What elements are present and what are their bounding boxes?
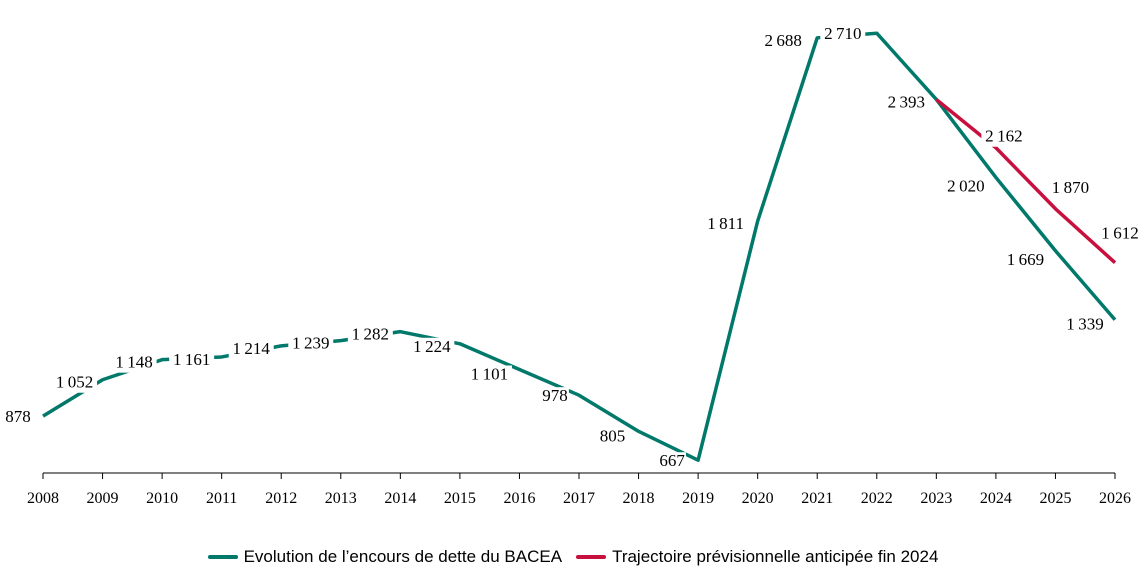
data-label-bg — [4, 408, 32, 428]
data-label-bg — [52, 373, 98, 393]
data-label: 1 161 — [173, 350, 210, 369]
x-tick-label: 2020 — [742, 490, 774, 507]
x-tick-label: 2017 — [563, 490, 595, 507]
data-label: 805 — [600, 426, 626, 445]
data-label-bg — [1047, 178, 1093, 198]
x-tick-label: 2009 — [87, 490, 119, 507]
data-label: 978 — [542, 386, 568, 405]
series-line-0 — [42, 31, 1117, 462]
data-label: 2 688 — [765, 31, 802, 50]
data-label-bg — [228, 339, 274, 359]
data-label: 1 052 — [56, 373, 93, 392]
data-label-bg — [598, 427, 627, 447]
data-label: 1 214 — [233, 339, 271, 358]
data-label: 878 — [5, 407, 31, 426]
data-label-bg — [703, 215, 749, 235]
x-tick-label: 2013 — [325, 490, 357, 507]
data-label-bg — [1002, 250, 1048, 270]
data-label-bg — [760, 31, 806, 51]
x-tick-label: 2018 — [623, 490, 655, 507]
data-label: 1 339 — [1066, 315, 1103, 334]
x-tick-label: 2019 — [682, 490, 714, 507]
data-label: 1 148 — [115, 353, 152, 372]
x-tick-label: 2015 — [444, 490, 476, 507]
data-label-bg — [1062, 315, 1108, 335]
x-axis: 2008 2009 2010 2011 2012 2013 2014 2015 2016 2017… — [27, 472, 1131, 507]
data-label-bg — [981, 127, 1027, 147]
legend-item-teal: Evolution de l’encours de dette du BACEA — [207, 547, 563, 567]
data-label: 1 224 — [413, 337, 451, 356]
data-label-bg — [943, 177, 989, 197]
x-tick-label: 2022 — [861, 490, 893, 507]
legend-item-red: Trajectoire prévisionnelle anticipée fin… — [576, 547, 938, 567]
data-label: 2 710 — [824, 24, 861, 43]
data-label-bg — [347, 325, 393, 345]
data-label: 2 162 — [985, 127, 1022, 146]
data-label: 1 612 — [1101, 224, 1138, 243]
data-label: 1 811 — [707, 214, 744, 233]
data-label-bg — [1097, 224, 1143, 244]
legend-swatch-teal — [207, 555, 238, 559]
x-tick-label: 2025 — [1039, 490, 1071, 507]
x-tick-label: 2008 — [27, 490, 59, 507]
data-label: 1 282 — [352, 325, 389, 344]
data-labels: 878 1 052 1 148 1 161 1 214 1 239 1 282 1 224 1 … — [4, 24, 1143, 472]
data-label: 1 101 — [471, 364, 508, 383]
data-label-bg — [169, 350, 215, 370]
legend: Evolution de l’encours de dette du BACEA… — [0, 547, 1146, 567]
data-label-bg — [883, 93, 929, 113]
series-line-1 — [935, 98, 1117, 264]
line-chart: 2008 2009 2010 2011 2012 2013 2014 2015 2016 2017… — [4, 24, 1143, 507]
x-tick-label: 2026 — [1099, 490, 1131, 507]
data-label: 2 020 — [947, 176, 984, 195]
x-tick-label: 2012 — [265, 490, 297, 507]
legend-label-teal: Evolution de l’encours de dette du BACEA — [243, 547, 563, 566]
x-tick-label: 2014 — [384, 490, 416, 507]
data-label: 1 669 — [1007, 250, 1044, 269]
data-label-bg — [111, 353, 157, 373]
data-label-bg — [409, 337, 455, 357]
x-tick-label: 2023 — [920, 490, 952, 507]
data-label-bg — [658, 452, 687, 472]
series-lines — [42, 31, 1117, 462]
data-label-bg — [466, 365, 512, 385]
x-tick-label: 2016 — [503, 490, 535, 507]
legend-swatch-red — [576, 555, 607, 559]
data-label: 1 239 — [292, 334, 329, 353]
data-label-bg — [541, 387, 569, 407]
x-tick-label: 2021 — [801, 490, 833, 507]
x-tick-label: 2024 — [980, 490, 1012, 507]
legend-label-red: Trajectoire prévisionnelle anticipée fin… — [612, 547, 939, 566]
data-label-bg — [288, 334, 334, 354]
x-tick-label: 2011 — [206, 490, 237, 507]
data-label: 667 — [659, 451, 685, 470]
data-label-bg — [820, 25, 866, 45]
data-label: 1 870 — [1052, 178, 1089, 197]
x-tick-label: 2010 — [146, 490, 178, 507]
data-label: 2 393 — [888, 92, 925, 111]
